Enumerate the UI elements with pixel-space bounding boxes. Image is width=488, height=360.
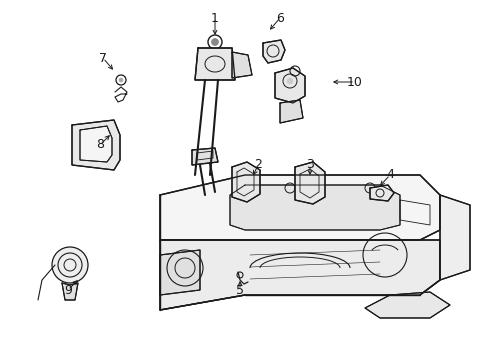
Text: 10: 10	[346, 76, 362, 89]
Polygon shape	[160, 240, 439, 310]
Polygon shape	[160, 250, 200, 295]
Circle shape	[119, 78, 123, 82]
Text: 3: 3	[305, 158, 313, 171]
Text: 1: 1	[211, 12, 219, 24]
Polygon shape	[231, 52, 251, 78]
Polygon shape	[369, 185, 393, 201]
Polygon shape	[274, 68, 305, 103]
Polygon shape	[439, 195, 469, 280]
Text: 4: 4	[385, 168, 393, 181]
Circle shape	[286, 78, 292, 84]
Polygon shape	[231, 162, 260, 202]
Circle shape	[52, 247, 88, 283]
Text: 7: 7	[99, 51, 107, 64]
Polygon shape	[62, 283, 78, 300]
Circle shape	[211, 39, 218, 45]
Polygon shape	[72, 120, 120, 170]
Polygon shape	[80, 126, 112, 162]
Polygon shape	[192, 148, 218, 165]
Polygon shape	[364, 292, 449, 318]
Text: 8: 8	[96, 139, 104, 152]
Polygon shape	[195, 48, 235, 80]
Polygon shape	[280, 100, 303, 123]
Polygon shape	[294, 162, 325, 204]
Polygon shape	[263, 40, 285, 63]
Polygon shape	[229, 185, 399, 230]
Polygon shape	[160, 175, 439, 240]
Text: 5: 5	[236, 284, 244, 297]
Text: 2: 2	[254, 158, 262, 171]
Text: 6: 6	[276, 12, 284, 24]
Text: 9: 9	[64, 284, 72, 297]
